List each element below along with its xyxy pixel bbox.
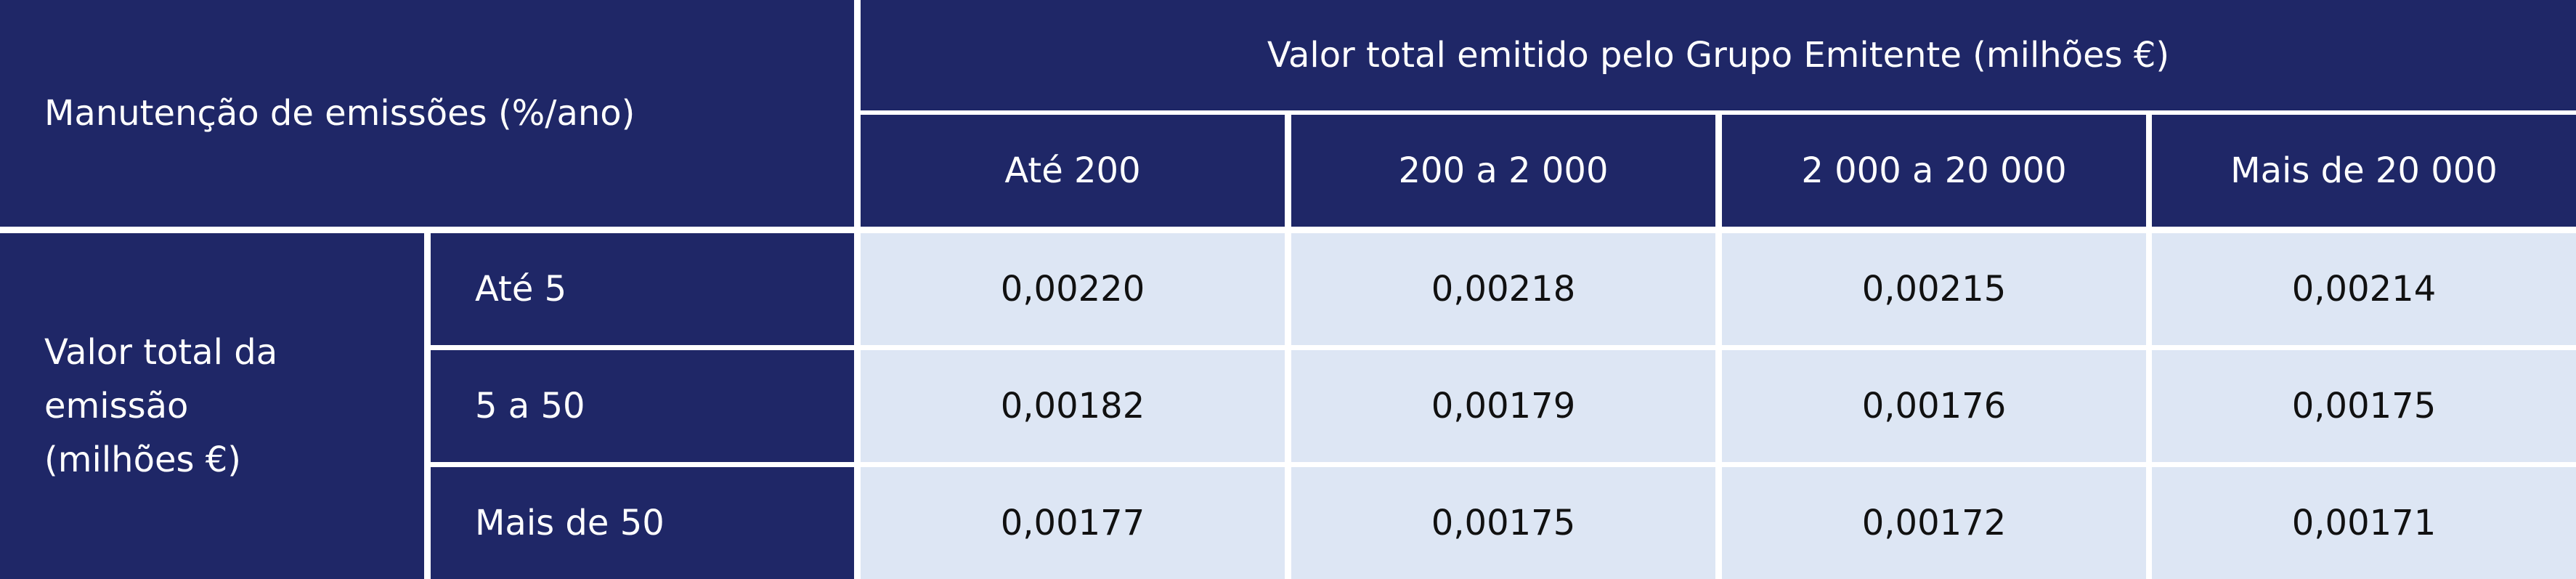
column-header: 2 000 a 20 000 xyxy=(1722,115,2146,227)
group-header: Valor total emitido pelo Grupo Emitente … xyxy=(861,0,2576,110)
column-header: Até 200 xyxy=(861,115,1285,227)
cell: 0,00177 xyxy=(861,467,1285,579)
row-group-label: Valor total da emissão (milhões €) xyxy=(44,332,278,480)
row-header: Mais de 50 xyxy=(431,467,854,579)
cell: 0,00176 xyxy=(1722,350,2146,462)
row-group-header: Valor total da emissão (milhões €) xyxy=(0,233,424,579)
column-header: Mais de 20 000 xyxy=(2152,115,2576,227)
row-header: Até 5 xyxy=(431,233,854,345)
cell: 0,00218 xyxy=(1291,233,1715,345)
cell: 0,00215 xyxy=(1722,233,2146,345)
cell: 0,00175 xyxy=(2152,350,2576,462)
cell: 0,00171 xyxy=(2152,467,2576,579)
cell: 0,00179 xyxy=(1291,350,1715,462)
column-header: 200 a 2 000 xyxy=(1291,115,1715,227)
cell: 0,00214 xyxy=(2152,233,2576,345)
row-header: 5 a 50 xyxy=(431,350,854,462)
cell: 0,00172 xyxy=(1722,467,2146,579)
corner-header: Manutenção de emissões (%/ano) xyxy=(0,0,854,227)
cell: 0,00175 xyxy=(1291,467,1715,579)
cell: 0,00182 xyxy=(861,350,1285,462)
cell: 0,00220 xyxy=(861,233,1285,345)
